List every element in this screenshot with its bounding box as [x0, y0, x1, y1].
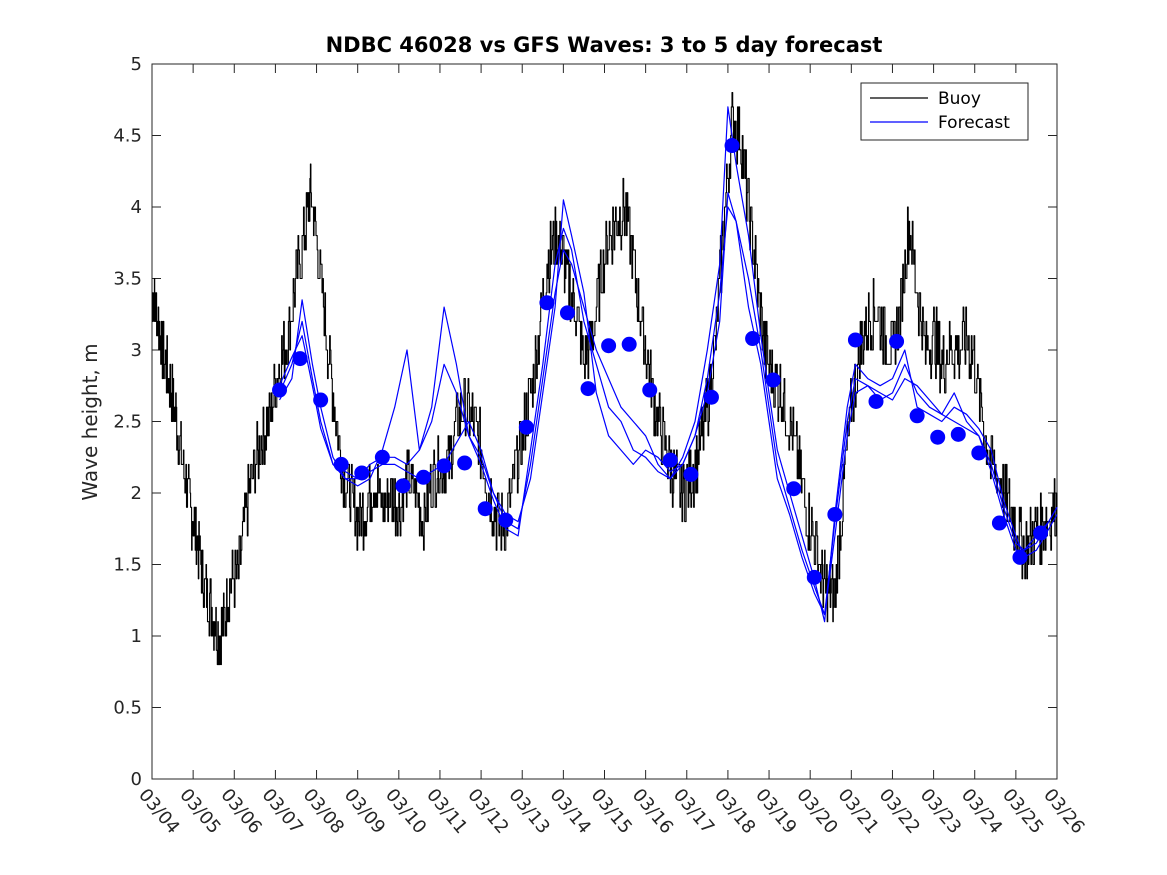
- forecast-point: [333, 456, 349, 472]
- y-tick-label: 3: [131, 340, 142, 361]
- forecast-point: [436, 458, 452, 474]
- y-tick-label: 4.5: [113, 126, 142, 147]
- y-tick-label: 0: [131, 769, 142, 790]
- y-tick-label: 1: [131, 626, 142, 647]
- forecast-point: [292, 351, 308, 367]
- forecast-point: [518, 419, 534, 435]
- chart-title: NDBC 46028 vs GFS Waves: 3 to 5 day fore…: [326, 33, 883, 57]
- forecast-point: [313, 392, 329, 408]
- forecast-point: [703, 389, 719, 405]
- forecast-point: [930, 429, 946, 445]
- forecast-point: [889, 333, 905, 349]
- forecast-point: [457, 455, 473, 471]
- forecast-point: [765, 372, 781, 388]
- y-tick-label: 0.5: [113, 698, 142, 719]
- y-tick-label: 2.5: [113, 412, 142, 433]
- forecast-point: [724, 138, 740, 154]
- forecast-point: [847, 332, 863, 348]
- forecast-point: [909, 408, 925, 424]
- forecast-point: [354, 465, 370, 481]
- forecast-point: [662, 452, 678, 468]
- forecast-point: [950, 426, 966, 442]
- y-axis-label: Wave height, m: [78, 343, 102, 500]
- y-tick-label: 5: [131, 54, 142, 75]
- forecast-point: [868, 393, 884, 409]
- forecast-point: [272, 382, 288, 398]
- y-tick-label: 3.5: [113, 269, 142, 290]
- forecast-point: [539, 295, 555, 311]
- legend-box: [860, 82, 1029, 141]
- y-tick-label: 1.5: [113, 555, 142, 576]
- forecast-point: [601, 338, 617, 354]
- y-tick-label: 4: [131, 197, 142, 218]
- forecast-point: [786, 481, 802, 497]
- forecast-point: [580, 381, 596, 397]
- forecast-point: [683, 466, 699, 482]
- forecast-point: [991, 515, 1007, 531]
- forecast-point: [621, 336, 637, 352]
- forecast-point: [1033, 525, 1049, 541]
- series-forecast-run-b-line: [278, 192, 1058, 616]
- forecast-point: [971, 445, 987, 461]
- forecast-point: [559, 305, 575, 321]
- legend-buoy-label: Buoy: [938, 89, 981, 109]
- forecast-point: [827, 506, 843, 522]
- forecast-point: [498, 512, 514, 528]
- series-forecast-line: [278, 206, 1058, 616]
- forecast-point: [642, 382, 658, 398]
- y-tick-label: 2: [131, 483, 142, 504]
- forecast-point: [374, 449, 390, 465]
- forecast-point: [1012, 549, 1028, 565]
- legend-forecast-label: Forecast: [938, 113, 1010, 133]
- forecast-point: [416, 469, 431, 485]
- legend: Buoy Forecast: [860, 82, 1029, 141]
- forecast-point: [745, 331, 761, 347]
- forecast-point: [395, 478, 411, 494]
- forecast-point: [477, 501, 493, 517]
- forecast-point: [806, 569, 822, 585]
